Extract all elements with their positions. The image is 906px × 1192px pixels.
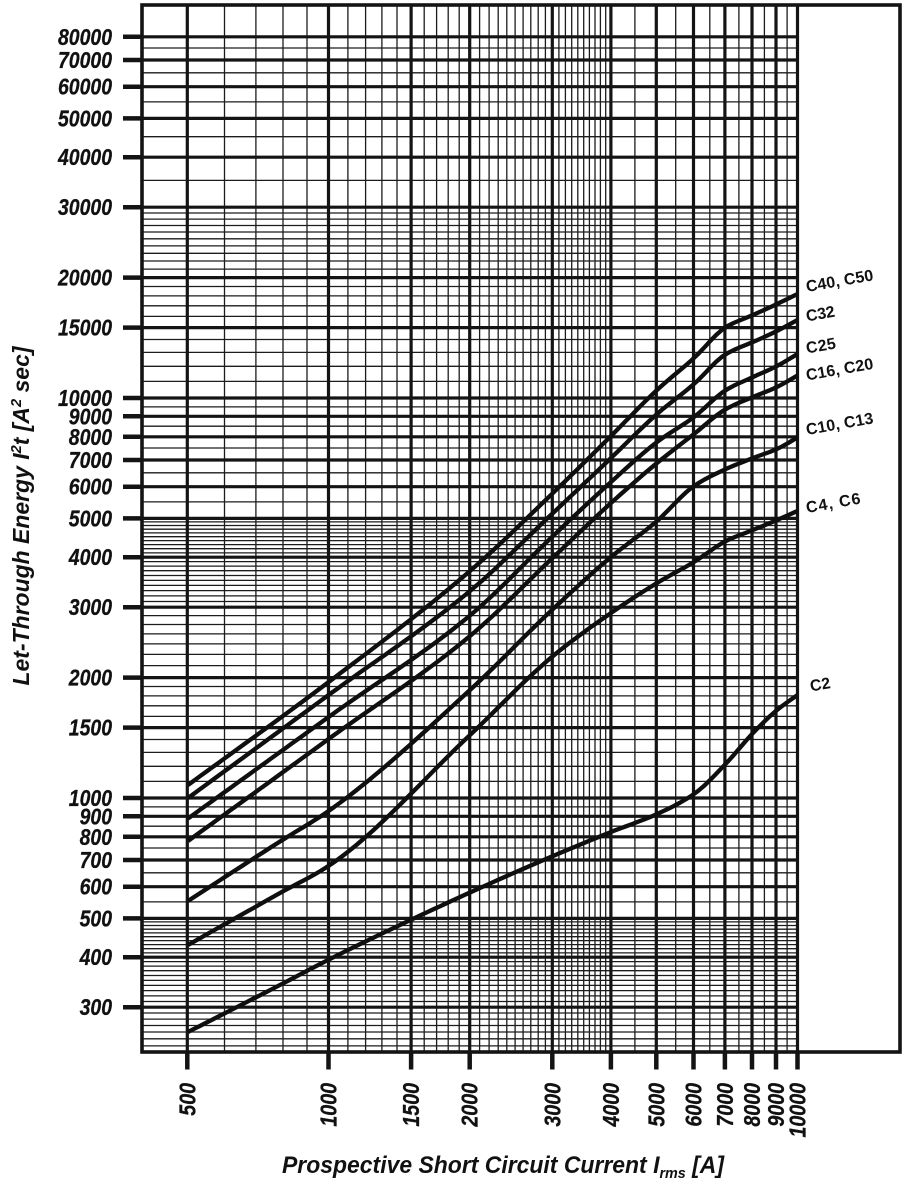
svg-text:Let-Through Energy I2t [A2 sec: Let-Through Energy I2t [A2 sec]: [8, 345, 34, 685]
svg-text:80000: 80000: [58, 24, 112, 50]
svg-text:4000: 4000: [68, 544, 112, 570]
svg-text:500: 500: [174, 1083, 200, 1116]
svg-text:30000: 30000: [58, 194, 112, 220]
svg-text:300: 300: [80, 994, 113, 1020]
svg-text:1000: 1000: [316, 1083, 342, 1127]
svg-text:900: 900: [80, 803, 113, 829]
svg-text:400: 400: [79, 944, 112, 970]
svg-text:1500: 1500: [69, 715, 112, 741]
svg-text:9000: 9000: [69, 403, 112, 429]
svg-text:2000: 2000: [68, 665, 112, 691]
svg-text:15000: 15000: [58, 315, 112, 341]
svg-text:60000: 60000: [58, 74, 112, 100]
svg-text:700: 700: [80, 847, 113, 873]
svg-text:3000: 3000: [539, 1083, 565, 1127]
svg-text:10000: 10000: [58, 385, 112, 411]
svg-text:Prospective Short Circuit Curr: Prospective Short Circuit Current Irms […: [282, 1152, 725, 1182]
svg-text:20000: 20000: [57, 265, 112, 291]
svg-text:4000: 4000: [598, 1083, 624, 1128]
svg-text:5000: 5000: [643, 1083, 669, 1127]
svg-text:3000: 3000: [69, 594, 112, 620]
svg-text:6000: 6000: [681, 1083, 707, 1127]
svg-text:9000: 9000: [763, 1083, 789, 1127]
svg-text:70000: 70000: [58, 47, 112, 73]
svg-text:8000: 8000: [69, 424, 112, 450]
svg-text:7000: 7000: [69, 447, 112, 473]
svg-text:7000: 7000: [712, 1083, 738, 1127]
svg-text:C2: C2: [809, 675, 832, 695]
svg-text:6000: 6000: [69, 474, 112, 500]
svg-text:800: 800: [80, 824, 113, 850]
svg-text:10000: 10000: [785, 1083, 811, 1138]
svg-text:C32: C32: [805, 304, 837, 326]
svg-text:600: 600: [80, 874, 113, 900]
svg-text:5000: 5000: [69, 505, 112, 531]
svg-text:40000: 40000: [57, 144, 112, 170]
svg-text:1500: 1500: [398, 1083, 424, 1127]
svg-text:8000: 8000: [739, 1083, 765, 1127]
svg-text:1000: 1000: [69, 785, 112, 811]
svg-text:500: 500: [80, 905, 113, 931]
svg-text:C25: C25: [805, 335, 838, 357]
svg-text:50000: 50000: [58, 105, 112, 131]
svg-text:2000: 2000: [457, 1083, 483, 1128]
